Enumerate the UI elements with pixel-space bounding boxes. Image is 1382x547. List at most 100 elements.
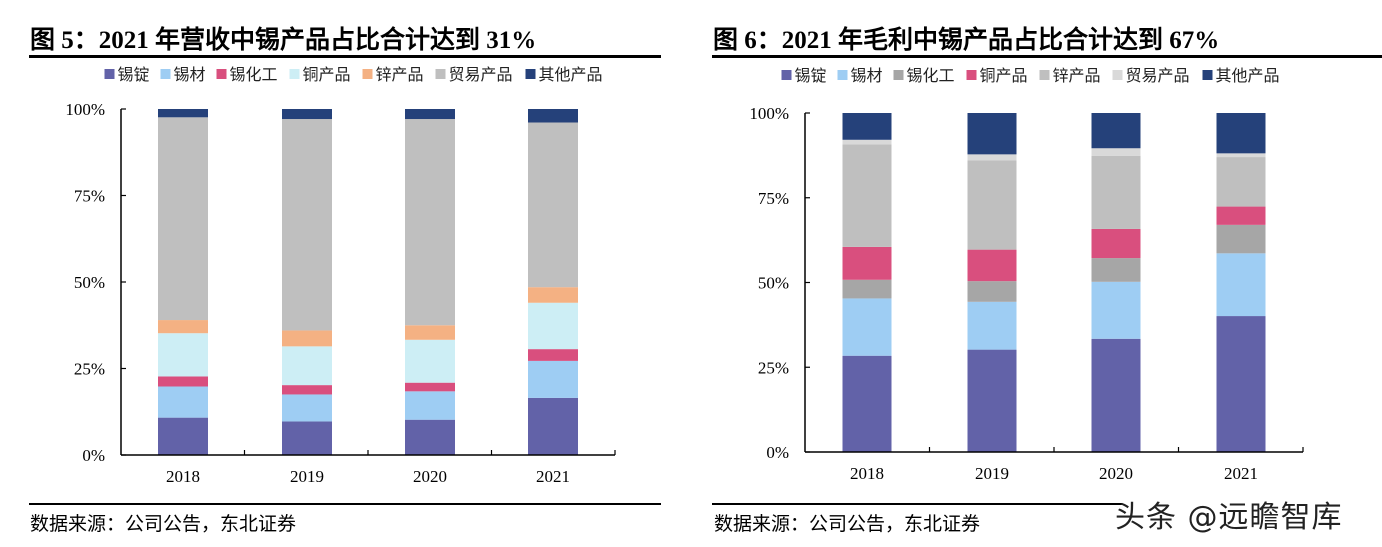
- bar-2-2021-铜产品: [1216, 206, 1266, 225]
- bar-1-2018-锡化工: [158, 376, 208, 387]
- y-tick-label-2: 50%: [758, 274, 789, 293]
- legend-swatch-2: [1112, 70, 1123, 80]
- y-tick-label-1: 25%: [74, 360, 105, 379]
- x-tick-label-2: 2019: [975, 464, 1009, 483]
- legend-swatch-2: [1039, 70, 1050, 80]
- y-tick-label-2: 0%: [766, 443, 789, 462]
- chart-title-2: 图 6：2021 年毛利中锡产品占比合计达到 67%: [713, 27, 1220, 54]
- bar-1-2020-其他产品: [405, 109, 455, 120]
- x-tick-label-1: 2019: [290, 467, 324, 486]
- legend-swatch-1: [362, 69, 373, 79]
- bar-2-2020-锡材: [1091, 281, 1141, 339]
- bar-2-2020-锡锭: [1091, 338, 1141, 452]
- y-tick-label-1: 50%: [74, 273, 105, 292]
- legend-swatch-1: [435, 69, 446, 79]
- bar-2-2018-锡锭: [842, 355, 892, 452]
- legend-label-2: 锌产品: [1053, 67, 1101, 85]
- bar-1-2018-贸易产品: [158, 117, 208, 321]
- bar-1-2021-锌产品: [528, 287, 578, 303]
- source-note-1: 数据来源：公司公告，东北证券: [30, 513, 297, 535]
- legend-label-2: 锡化工: [907, 67, 955, 85]
- legend-label-1: 锡锭: [118, 66, 150, 84]
- legend-label-1: 其他产品: [539, 66, 603, 84]
- source-rule-2: [712, 503, 1122, 505]
- x-tick-label-2: 2020: [1099, 464, 1133, 483]
- bar-2-2018-其他产品: [842, 113, 892, 140]
- bar-2-2021-锡材: [1216, 253, 1266, 317]
- bar-2-2019-锌产品: [967, 160, 1017, 250]
- legend-label-2: 铜产品: [980, 67, 1028, 85]
- y-tick-label-1: 100%: [65, 100, 105, 119]
- bar-1-2021-锡锭: [528, 397, 578, 455]
- title-rule-2: [712, 55, 1382, 58]
- legend-swatch-2: [837, 70, 848, 80]
- bar-1-2019-锡锭: [282, 421, 332, 455]
- legend-label-1: 锡材: [174, 66, 206, 84]
- bar-2-2019-锡材: [967, 301, 1017, 350]
- bar-2-2019-铜产品: [967, 249, 1017, 282]
- bar-2-2021-其他产品: [1216, 113, 1266, 154]
- bar-2-2020-锌产品: [1091, 155, 1141, 229]
- bar-1-2018-铜产品: [158, 333, 208, 377]
- bar-2-2018-锡化工: [842, 279, 892, 299]
- bar-2-2020-铜产品: [1091, 228, 1141, 259]
- legend-label-2: 锡材: [851, 67, 883, 85]
- bar-1-2020-锡化工: [405, 382, 455, 392]
- legend-swatch-2: [1202, 70, 1213, 80]
- bar-2-2020-其他产品: [1091, 113, 1141, 149]
- bar-1-2021-锡材: [528, 360, 578, 398]
- legend-swatch-1: [216, 69, 227, 79]
- bar-1-2018-锡材: [158, 386, 208, 418]
- bar-2-2019-贸易产品: [967, 154, 1017, 161]
- bar-1-2021-锡化工: [528, 349, 578, 361]
- y-tick-label-2: 25%: [758, 358, 789, 377]
- bar-2-2019-其他产品: [967, 113, 1017, 155]
- legend-label-1: 锡化工: [230, 66, 278, 84]
- legend-swatch-2: [781, 70, 792, 80]
- legend-swatch-1: [160, 69, 171, 79]
- legend-label-2: 贸易产品: [1126, 67, 1190, 85]
- y-tick-label-1: 75%: [74, 187, 105, 206]
- bar-1-2019-铜产品: [282, 346, 332, 386]
- legend-label-1: 铜产品: [303, 66, 351, 84]
- legend-swatch-1: [104, 69, 115, 79]
- x-tick-label-1: 2021: [536, 467, 570, 486]
- bar-2-2018-锌产品: [842, 144, 892, 247]
- bar-2-2021-锡锭: [1216, 316, 1266, 452]
- chart-title-1: 图 5：2021 年营收中锡产品占比合计达到 31%: [30, 27, 537, 54]
- bar-1-2018-锡锭: [158, 417, 208, 455]
- x-tick-label-2: 2021: [1224, 464, 1258, 483]
- bar-1-2020-锡材: [405, 391, 455, 420]
- bar-2-2018-贸易产品: [842, 139, 892, 145]
- bar-2-2021-锡化工: [1216, 224, 1266, 254]
- legend-swatch-2: [966, 70, 977, 80]
- legend-swatch-1: [289, 69, 300, 79]
- bar-2-2020-锡化工: [1091, 258, 1141, 282]
- legend-label-2: 其他产品: [1216, 67, 1280, 85]
- bar-2-2020-贸易产品: [1091, 148, 1141, 156]
- legend-label-2: 锡锭: [795, 67, 827, 85]
- bar-2-2021-锌产品: [1216, 157, 1266, 207]
- bar-1-2019-锡材: [282, 394, 332, 422]
- bar-2-2019-锡化工: [967, 281, 1017, 302]
- bar-1-2018-锌产品: [158, 320, 208, 334]
- bar-2-2018-锡材: [842, 298, 892, 356]
- legend-label-1: 锌产品: [376, 66, 424, 84]
- bar-2-2018-铜产品: [842, 246, 892, 280]
- bar-1-2019-锌产品: [282, 330, 332, 347]
- bar-1-2019-贸易产品: [282, 119, 332, 331]
- bar-1-2019-其他产品: [282, 109, 332, 120]
- legend-swatch-2: [893, 70, 904, 80]
- bar-2-2019-锡锭: [967, 349, 1017, 452]
- bar-1-2020-锌产品: [405, 325, 455, 340]
- source-note-2: 数据来源：公司公告，东北证券: [714, 513, 981, 535]
- x-tick-label-2: 2018: [850, 464, 884, 483]
- bar-1-2021-贸易产品: [528, 122, 578, 288]
- source-rule-1: [29, 503, 661, 505]
- bar-1-2020-铜产品: [405, 339, 455, 383]
- bar-1-2021-其他产品: [528, 109, 578, 123]
- legend-swatch-1: [525, 69, 536, 79]
- bar-1-2020-锡锭: [405, 419, 455, 455]
- bar-1-2021-铜产品: [528, 302, 578, 350]
- legend-label-1: 贸易产品: [449, 66, 513, 84]
